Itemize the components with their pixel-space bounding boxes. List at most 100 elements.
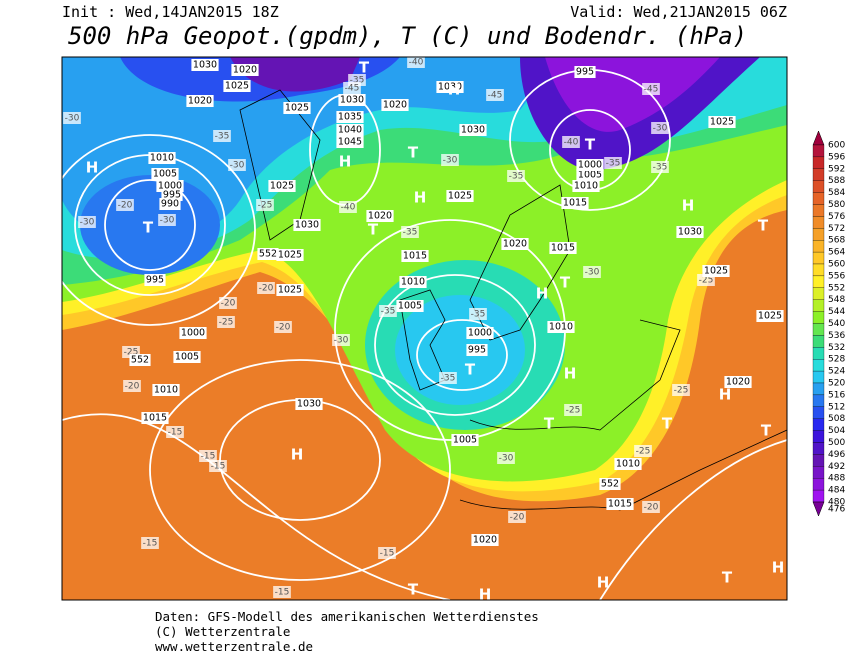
colorbar-label: 592 — [828, 164, 845, 174]
temperature-label-box — [63, 112, 81, 124]
colorbar-swatch — [812, 489, 825, 503]
temperature-label: -40 — [409, 58, 424, 68]
pressure-label-box — [436, 81, 464, 93]
pressure-label: 995 — [163, 190, 181, 201]
pressure-center: T — [359, 59, 370, 77]
temperature-label-box — [228, 159, 246, 171]
temperature-label: -25 — [258, 201, 273, 211]
temperature-label-box — [217, 316, 235, 328]
pressure-label: 1030 — [678, 227, 702, 238]
pressure-label-box — [283, 102, 311, 114]
pressure-label: 1005 — [153, 169, 177, 180]
temperature-label: -45 — [345, 84, 360, 94]
colorbar-label: 572 — [828, 224, 845, 234]
pressure-label-box — [268, 180, 296, 192]
pressure-label: 1020 — [726, 377, 750, 388]
pressure-label-box — [576, 159, 604, 171]
footer-line: Daten: GFS-Modell des amerikanischen Wet… — [155, 609, 539, 624]
pressure-label: 1045 — [338, 137, 362, 148]
pressure-label-box — [599, 478, 621, 490]
pressure-label-box — [549, 242, 577, 254]
temperature-label-box — [332, 334, 350, 346]
zone-508 — [80, 175, 220, 275]
temperature-label: -25 — [699, 276, 714, 286]
temperature-label: -45 — [644, 85, 659, 95]
temperature-label-box — [508, 511, 526, 523]
pressure-label-box — [756, 310, 784, 322]
pressure-label-box — [276, 284, 304, 296]
pressure-label: 1025 — [285, 103, 309, 114]
pressure-label-box — [179, 327, 207, 339]
pressure-label: 1005 — [175, 352, 199, 363]
pressure-label: 1020 — [503, 239, 527, 250]
colorbar-arrow — [812, 501, 825, 517]
pressure-label: 1010 — [150, 153, 174, 164]
temperature-label-box — [439, 372, 457, 384]
colorbar-swatch — [812, 323, 825, 336]
temperature-label-box — [158, 214, 176, 226]
temperature-label: -35 — [606, 159, 621, 169]
temperature-label-box — [378, 547, 396, 559]
colorbar-label: 492 — [828, 462, 845, 472]
pressure-label: 1000 — [468, 328, 492, 339]
temperature-label: -35 — [441, 374, 456, 384]
pressure-label-box — [366, 210, 394, 222]
pressure-center: T — [465, 361, 476, 379]
temperature-label-box — [123, 380, 141, 392]
pressure-label: 1020 — [233, 65, 257, 76]
pressure-center: T — [408, 581, 419, 599]
temperature-label-box — [507, 170, 525, 182]
temperature-label-box — [78, 216, 96, 228]
pressure-label: 1035 — [338, 112, 362, 123]
temperature-label: -20 — [276, 323, 291, 333]
pressure-label: 1025 — [225, 81, 249, 92]
temperature-label-box — [642, 83, 660, 95]
colorbar-label: 496 — [828, 450, 845, 460]
colorbar-label: 500 — [828, 438, 845, 448]
temperature-label: -15 — [275, 588, 290, 598]
colorbar-swatch — [812, 216, 825, 229]
pressure-label-box — [614, 458, 642, 470]
temperature-label-box — [166, 426, 184, 438]
colorbar-swatch — [812, 228, 825, 241]
temperature-label: -30 — [499, 454, 514, 464]
temperature-label: -30 — [65, 114, 80, 124]
colorbar-swatch — [812, 382, 825, 396]
pressure-label-box — [173, 351, 201, 363]
temperature-label: -35 — [381, 307, 396, 317]
pressure-label: 1025 — [710, 117, 734, 128]
pressure-label-box — [547, 321, 575, 333]
temperature-label: -15 — [211, 462, 226, 472]
temperature-label-box — [401, 226, 419, 238]
temperature-label-box — [256, 199, 274, 211]
pressure-label: 1010 — [574, 181, 598, 192]
zone-492 — [230, 57, 360, 92]
colorbar-label: 488 — [828, 474, 845, 484]
pressure-label-box — [561, 197, 589, 209]
pressure-label: 1025 — [758, 311, 782, 322]
temperature-label: -15 — [168, 428, 183, 438]
pressure-label-box — [381, 99, 409, 111]
pressure-label-box — [336, 124, 364, 136]
temperature-label: -30 — [585, 268, 600, 278]
pressure-label: 1040 — [338, 125, 362, 136]
colorbar-swatch — [812, 311, 825, 324]
pressure-label-box — [676, 226, 704, 238]
pressure-center: H — [86, 159, 99, 177]
init-time: Init : Wed,14JAN2015 18Z — [62, 3, 279, 21]
colorbar-label: 584 — [828, 188, 845, 198]
pressure-label: 1005 — [398, 301, 422, 312]
colorbar-label: 596 — [828, 152, 845, 162]
colorbar-swatch — [812, 168, 825, 181]
pressure-label: 995 — [468, 345, 486, 356]
colorbar-label: 600 — [828, 141, 845, 151]
colorbar-label: 536 — [828, 331, 845, 341]
pressure-center: H — [339, 153, 352, 171]
colorbar-label: 524 — [828, 367, 845, 377]
temperature-label-box — [379, 305, 397, 317]
temperature-label-box — [274, 321, 292, 333]
colorbar-label: 552 — [828, 283, 845, 293]
pressure-label-box — [576, 169, 604, 181]
pressure-label-box — [338, 94, 366, 106]
